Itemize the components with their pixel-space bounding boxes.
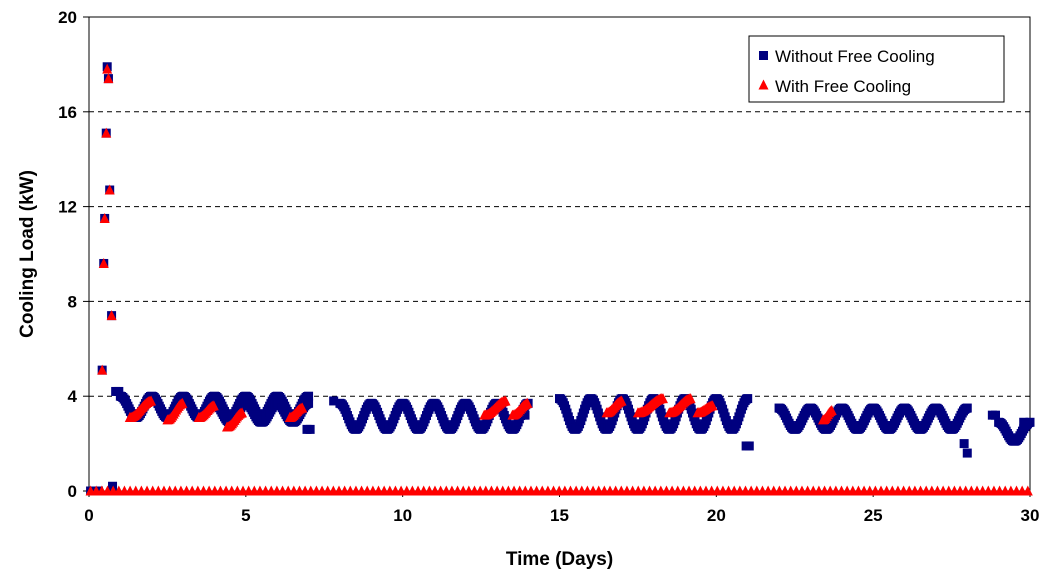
data-point-square — [743, 394, 753, 404]
data-point-triangle — [658, 393, 669, 404]
data-point-square — [962, 448, 972, 458]
data-point-square — [959, 439, 969, 449]
data-point-square — [520, 410, 530, 420]
data-point-square — [744, 441, 754, 451]
data-point-square — [990, 410, 1000, 420]
data-point-triangle — [101, 127, 112, 138]
data-point-triangle — [685, 393, 696, 404]
legend-label-without: Without Free Cooling — [775, 47, 935, 66]
data-point-triangle — [237, 407, 248, 418]
legend-square-marker — [759, 51, 768, 60]
data-point-triangle — [146, 395, 157, 406]
data-point-triangle — [297, 402, 308, 413]
data-point-triangle — [1022, 485, 1033, 496]
y-tick-label: 20 — [58, 8, 77, 27]
y-tick-label: 0 — [68, 482, 77, 501]
y-tick-label: 16 — [58, 103, 77, 122]
y-tick-label: 4 — [68, 387, 78, 406]
x-tick-label: 20 — [707, 506, 726, 525]
x-tick-label: 10 — [393, 506, 412, 525]
data-point-triangle — [500, 395, 511, 406]
data-point-triangle — [177, 397, 188, 408]
data-point-square — [304, 391, 314, 401]
data-point-triangle — [97, 364, 108, 375]
y-tick-label: 12 — [58, 198, 77, 217]
data-point-square — [305, 424, 315, 434]
x-tick-label: 25 — [864, 506, 883, 525]
data-point-square — [329, 396, 339, 406]
data-point-square — [962, 403, 972, 413]
data-point-triangle — [98, 257, 109, 268]
x-tick-label: 30 — [1021, 506, 1040, 525]
legend-label-with: With Free Cooling — [775, 77, 911, 96]
y-tick-label: 8 — [68, 292, 77, 311]
x-tick-label: 5 — [241, 506, 250, 525]
data-point-triangle — [106, 310, 117, 321]
x-tick-label: 15 — [550, 506, 569, 525]
data-point-triangle — [707, 400, 718, 411]
legend-triangle-marker — [758, 79, 769, 90]
data-point-square — [1022, 420, 1032, 430]
data-point-triangle — [208, 400, 219, 411]
series-with-free-cooling — [85, 63, 1033, 496]
data-point-square — [108, 481, 118, 491]
data-point-triangle — [522, 397, 533, 408]
y-axis-title: Cooling Load (kW) — [17, 170, 38, 338]
data-point-triangle — [104, 184, 115, 195]
x-tick-label: 0 — [84, 506, 93, 525]
data-point-square — [114, 386, 124, 396]
data-point-triangle — [616, 395, 627, 406]
data-point-square — [304, 398, 314, 408]
data-point-triangle — [826, 405, 837, 416]
data-point-triangle — [103, 73, 114, 84]
x-axis-title: Time (Days) — [506, 549, 613, 570]
data-point-triangle — [99, 212, 110, 223]
legend: Without Free Cooling With Free Cooling — [748, 35, 1005, 103]
data-point-triangle — [102, 63, 113, 74]
legend-box — [748, 35, 1005, 103]
gridlines — [89, 111, 1030, 397]
